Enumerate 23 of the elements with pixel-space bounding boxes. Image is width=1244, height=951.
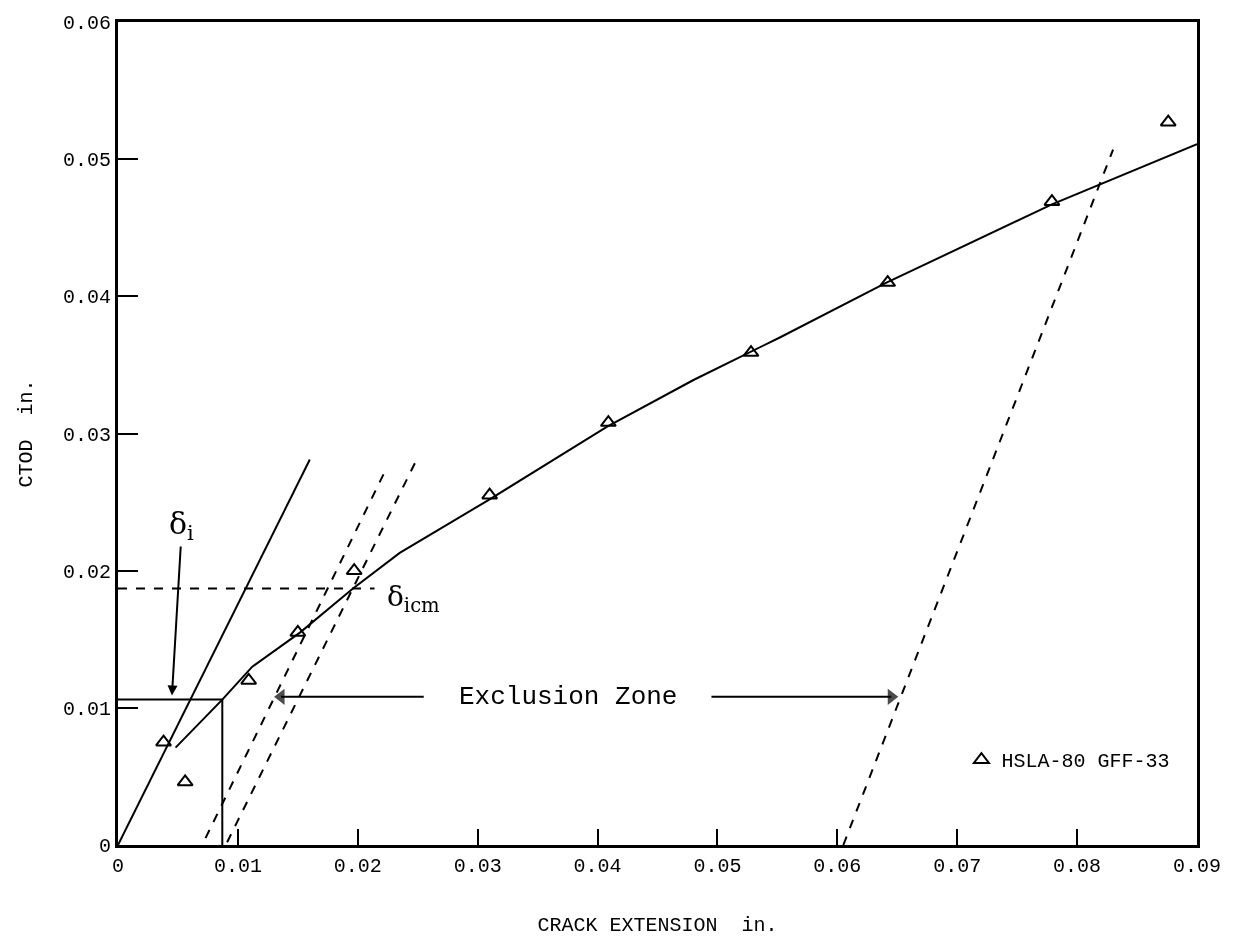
y-tick-label: 0.06 xyxy=(62,12,111,35)
y-axis-title: CTOD in. xyxy=(15,379,39,488)
x-tick-label: 0.07 xyxy=(933,855,982,878)
x-axis-title: CRACK EXTENSION in. xyxy=(537,913,778,937)
annotation: δ$_{i}$ xyxy=(169,506,195,546)
y-tick-label: 0 xyxy=(98,835,111,858)
x-tick-label: 0 xyxy=(111,855,125,878)
y-tick-label: 0.02 xyxy=(62,560,111,584)
y-tick-label: 0.03 xyxy=(62,423,111,447)
annotation: δ$_{icm}$ xyxy=(387,580,441,617)
x-tick-label: 0.06 xyxy=(813,855,862,878)
x-tick-label: 0.05 xyxy=(693,855,742,878)
y-tick-label: 0.04 xyxy=(62,286,111,310)
x-tick-label: 0.09 xyxy=(1172,855,1222,878)
x-tick-label: 0.08 xyxy=(1053,855,1102,878)
x-tick-label: 0.01 xyxy=(213,855,262,878)
x-tick-label: 0.02 xyxy=(333,855,382,878)
x-tick-label: 0.03 xyxy=(453,855,502,878)
y-tick-label: 0.05 xyxy=(62,149,111,173)
x-tick-label: 0.04 xyxy=(573,855,622,878)
annotation: Exclusion Zone xyxy=(459,682,678,712)
y-tick-label: 0.01 xyxy=(62,697,111,721)
legend-label: HSLA-80 GFF-33 xyxy=(1001,750,1170,774)
